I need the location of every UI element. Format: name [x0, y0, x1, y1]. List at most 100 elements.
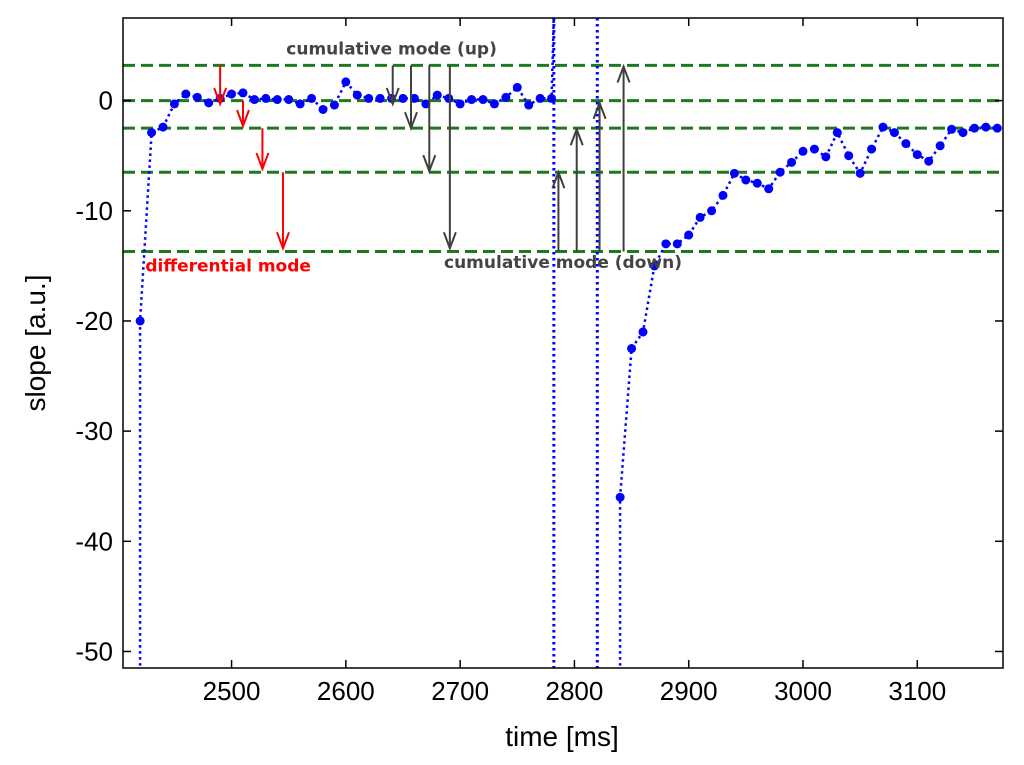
data-point	[878, 122, 888, 132]
x-tick-label: 2900	[660, 676, 718, 706]
x-tick-label: 3000	[774, 676, 832, 706]
data-point	[672, 239, 682, 249]
differential-arrow	[255, 128, 270, 172]
cumulative-up-arrow	[569, 126, 584, 252]
cumulative-down-arrow-head	[442, 231, 457, 252]
cumulative-up-arrow	[551, 169, 566, 252]
cumulative-up-arrow-head	[551, 169, 566, 189]
x-tick-label: 3100	[888, 676, 946, 706]
data-point	[809, 144, 819, 154]
data-point	[524, 100, 534, 110]
data-point	[947, 124, 957, 134]
x-tick-label: 2800	[546, 676, 604, 706]
data-point	[695, 212, 705, 222]
y-tick-label: -30	[75, 416, 113, 446]
data-point	[227, 89, 237, 99]
data-point	[192, 92, 202, 102]
cumulative-down-arrow-head	[404, 111, 418, 132]
data-point	[821, 152, 831, 162]
data-point	[752, 178, 762, 188]
data-point	[421, 99, 431, 109]
data-point	[718, 190, 728, 200]
x-axis-label: time [ms]	[505, 721, 619, 752]
data-point	[924, 156, 934, 166]
data-point	[969, 123, 979, 133]
data-point	[398, 93, 408, 103]
data-point	[798, 146, 808, 156]
data-point	[729, 168, 739, 178]
annotation-text: differential mode	[145, 256, 311, 276]
cumulative-down-arrow	[385, 65, 400, 107]
data-point	[615, 492, 625, 502]
data-point	[409, 93, 419, 103]
differential-arrow	[236, 100, 250, 129]
data-point	[1004, 124, 1013, 133]
data-point	[249, 95, 259, 105]
data-point	[444, 93, 454, 103]
cumulative-down-arrow	[442, 65, 457, 252]
annotation-text: cumulative mode (up)	[286, 39, 497, 59]
data-point	[512, 82, 522, 92]
axes-frame	[122, 17, 1004, 669]
data-point	[455, 99, 465, 109]
data-point	[741, 175, 751, 185]
data-point	[855, 168, 865, 178]
x-tick-label: 2600	[317, 676, 375, 706]
data-point	[547, 93, 557, 103]
differential-arrow	[213, 65, 228, 107]
data-point	[238, 88, 248, 98]
data-point	[775, 167, 785, 177]
y-tick-label: -40	[75, 526, 113, 556]
data-point	[787, 157, 797, 167]
data-point	[375, 93, 385, 103]
cumulative-down-arrow-head	[422, 154, 437, 174]
cumulative-up-arrow-head	[616, 63, 631, 83]
data-point	[329, 100, 339, 110]
data-point	[912, 150, 922, 160]
data-point	[889, 128, 899, 138]
data-point	[467, 95, 477, 105]
data-point	[318, 104, 328, 114]
data-point	[992, 123, 1002, 133]
data-point	[627, 344, 637, 354]
data-point	[158, 122, 168, 132]
data-point	[684, 230, 694, 240]
cumulative-up-arrow-head	[569, 126, 584, 146]
data-point	[489, 99, 499, 109]
y-tick-label: -50	[75, 636, 113, 666]
data-point	[844, 151, 854, 161]
data-point	[364, 93, 374, 103]
y-axis-label: slope [a.u.]	[20, 275, 51, 412]
data-point	[352, 90, 362, 100]
y-tick-label: -10	[75, 196, 113, 226]
data-point	[204, 98, 214, 108]
cumulative-up-arrow	[592, 99, 607, 252]
data-point	[901, 139, 911, 149]
data-point	[958, 128, 968, 138]
data-point	[169, 99, 179, 109]
data-point	[535, 93, 545, 103]
differential-arrow-head	[236, 109, 250, 129]
annotation-text: cumulative mode (down)	[444, 253, 682, 273]
plot-area	[123, 18, 1003, 668]
differential-arrow-head	[213, 87, 228, 107]
y-tick-label: -20	[75, 306, 113, 336]
data-point	[261, 93, 271, 103]
data-point	[478, 95, 488, 105]
cumulative-down-arrow	[422, 65, 437, 174]
data-point	[432, 90, 442, 100]
data-point	[501, 92, 511, 102]
data-point	[649, 261, 659, 271]
data-point	[284, 95, 294, 105]
differential-arrow-head	[276, 231, 290, 252]
data-point	[147, 128, 157, 138]
data-point	[935, 141, 945, 151]
y-tick-label: 0	[99, 86, 113, 116]
data-point	[272, 95, 282, 105]
data-point	[867, 144, 877, 154]
data-point	[295, 99, 305, 109]
differential-arrow	[276, 172, 290, 252]
cumulative-down-arrow	[404, 65, 418, 132]
data-point	[181, 89, 191, 99]
